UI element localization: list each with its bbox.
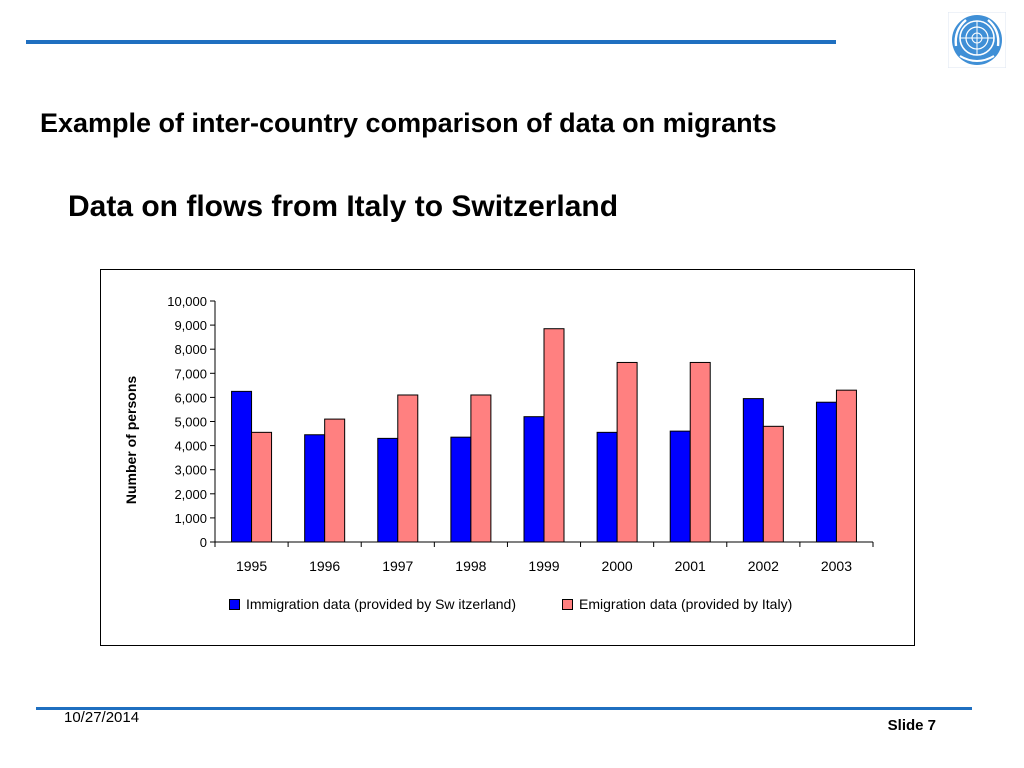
bar-emigration-2000 — [616, 361, 638, 543]
y-axis-label: Number of persons — [123, 375, 139, 505]
y-tick-label: 9,000 — [174, 318, 207, 333]
bar-immigration-2001 — [669, 430, 691, 543]
y-tick-label: 10,000 — [167, 294, 207, 309]
bar-chart: 0 1,000 2,000 3,000 4,000 5,000 6,000 7,000 8,00… — [167, 294, 874, 574]
y-tick-label: 8,000 — [174, 342, 207, 357]
bottom-accent-rule — [36, 707, 972, 710]
chart-subheading: Data on flows from Italy to Switzerland — [68, 190, 619, 223]
x-tick-label-2000: 2000 — [602, 558, 633, 574]
legend-label-emigration: Emigration data (provided by Italy) — [579, 596, 793, 612]
bar-immigration-1999 — [523, 416, 545, 543]
chart-legend: Immigration data (provided by Sw itzerla… — [229, 594, 869, 614]
slide-number: Slide 7 — [887, 717, 936, 734]
chart-frame: 0 1,000 2,000 3,000 4,000 5,000 6,000 7,000 8,00… — [100, 269, 915, 646]
bar-emigration-1996 — [324, 418, 346, 543]
bar-emigration-2001 — [689, 361, 711, 543]
footer-date: 10/27/2014 — [64, 709, 140, 726]
bar-emigration-1998 — [470, 394, 492, 543]
bar-emigration-1997 — [397, 394, 419, 543]
y-tick-label: 7,000 — [174, 366, 207, 381]
bar-emigration-2002 — [762, 425, 784, 543]
top-accent-rule — [26, 40, 836, 44]
y-tick-label: 6,000 — [174, 390, 207, 405]
y-tick-label: 0 — [200, 535, 207, 550]
bar-immigration-1998 — [450, 436, 472, 543]
bar-immigration-2003 — [815, 401, 837, 543]
x-tick-label-2003: 2003 — [821, 558, 852, 574]
x-tick-label-2001: 2001 — [675, 558, 706, 574]
y-tick-label: 3,000 — [174, 463, 207, 478]
legend-swatch-immigration — [229, 598, 240, 610]
x-tick-label-1999: 1999 — [528, 558, 559, 574]
x-tick-label-2002: 2002 — [748, 558, 779, 574]
y-tick-label: 4,000 — [174, 439, 207, 454]
bar-emigration-1999 — [543, 328, 565, 543]
x-tick-label-1996: 1996 — [309, 558, 340, 574]
y-tick-label: 5,000 — [174, 415, 207, 430]
bar-immigration-1997 — [377, 437, 399, 543]
bar-immigration-2000 — [596, 431, 618, 543]
un-emblem-icon — [948, 12, 1006, 68]
bar-emigration-2003 — [835, 389, 857, 543]
bar-immigration-1995 — [231, 390, 253, 543]
legend-item-emigration: Emigration data (provided by Italy) — [562, 596, 792, 612]
legend-label-immigration: Immigration data (provided by Sw itzerla… — [246, 596, 517, 612]
legend-swatch-emigration — [562, 598, 574, 610]
x-tick-label-1998: 1998 — [455, 558, 486, 574]
bar-emigration-1995 — [251, 431, 273, 543]
legend-item-immigration: Immigration data (provided by Sw itzerla… — [229, 596, 516, 612]
bar-immigration-1996 — [304, 434, 326, 543]
y-tick-label: 2,000 — [174, 487, 207, 502]
x-tick-label-1997: 1997 — [382, 558, 413, 574]
bar-immigration-2002 — [742, 398, 764, 543]
y-tick-label: 1,000 — [174, 511, 207, 526]
slide-heading: Example of inter-country comparison of d… — [40, 108, 777, 138]
x-tick-label-1995: 1995 — [236, 558, 267, 574]
